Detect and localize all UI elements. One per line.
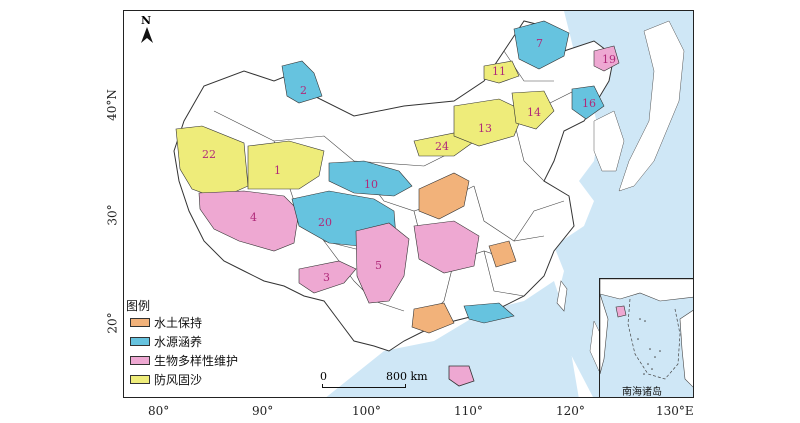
korea-land [593, 110, 625, 172]
label-4: 4 [250, 211, 257, 224]
north-arrow: N [139, 14, 155, 44]
label-22: 22 [202, 148, 216, 161]
label-10: 10 [364, 178, 378, 191]
taiwan-land [556, 280, 568, 312]
sea-south [326, 281, 579, 397]
inset-land-east [679, 309, 693, 388]
region-2 [281, 60, 323, 104]
region-soil-south [411, 302, 455, 334]
label-11: 11 [492, 65, 506, 78]
inset-label: 南海诸岛 [622, 387, 662, 398]
region-7 [513, 20, 570, 70]
region-16 [571, 85, 605, 120]
label-14: 14 [527, 106, 541, 119]
legend-label-water: 水源涵养 [154, 334, 203, 349]
lat-label-30: 30° [105, 204, 120, 226]
inset-land-north [600, 279, 693, 302]
legend-item-soil: 水土保持 [130, 314, 202, 330]
legend-swatch-wind [130, 374, 150, 384]
region-10 [328, 160, 413, 197]
lat-label-20: 20° [105, 312, 120, 334]
region-11 [483, 60, 520, 84]
region-5 [355, 222, 410, 304]
hainan-island [448, 365, 475, 387]
legend-item-water: 水源涵养 [130, 333, 202, 349]
legend-title: 图例 [126, 299, 151, 313]
label-19: 19 [602, 53, 616, 66]
lon-label-90: 90° [252, 404, 274, 418]
region-4 [198, 190, 300, 252]
scale-bar: 0 800 km [320, 370, 430, 390]
legend-swatch-soil [130, 317, 150, 327]
label-13: 13 [478, 122, 492, 135]
label-1: 1 [274, 164, 281, 177]
region-14 [511, 90, 555, 130]
region-3 [298, 260, 357, 294]
north-letter: N [141, 14, 152, 27]
inset-hainan [615, 305, 627, 318]
scale-zero: 0 [320, 370, 327, 383]
legend-label-wind: 防风固沙 [154, 372, 203, 387]
lat-label-40: 40°N [104, 89, 119, 121]
lon-label-120: 120° [556, 404, 585, 418]
region-19 [593, 45, 620, 72]
legend-item-wind: 防风固沙 [130, 371, 202, 387]
region-soil-east [488, 240, 517, 268]
label-2: 2 [300, 84, 307, 97]
label-5: 5 [375, 259, 382, 272]
region-soil-loess [418, 172, 470, 220]
inset-map: 南海诸岛 [599, 278, 694, 398]
inset-islands [637, 318, 661, 375]
region-1 [247, 140, 325, 190]
north-arrow-icon [141, 27, 153, 43]
lon-label-100: 100° [352, 404, 381, 418]
legend-swatch-water [130, 336, 150, 346]
lon-label-80: 80° [148, 404, 170, 418]
inset-dashed-boundary [627, 298, 681, 380]
scale-line [322, 384, 406, 388]
legend-label-bio: 生物多样性维护 [154, 353, 239, 368]
region-24 [413, 132, 473, 157]
legend: 图例 水土保持 水源涵养 生物多样性维护 防风固沙 [124, 293, 242, 393]
lon-label-130: 130°E [656, 404, 694, 418]
region-13 [453, 98, 525, 147]
label-16: 16 [582, 97, 596, 110]
label-24: 24 [435, 140, 449, 153]
inset-svg [600, 279, 693, 388]
legend-item-bio: 生物多样性维护 [130, 352, 238, 368]
scale-distance: 800 km [386, 370, 428, 383]
region-labels: 22 1 2 4 20 10 3 5 24 13 14 11 7 16 19 [202, 37, 616, 284]
inset-land-west [600, 293, 609, 375]
japan-land [618, 20, 685, 192]
label-20: 20 [318, 216, 332, 229]
label-3: 3 [323, 271, 330, 284]
lon-label-110: 110° [454, 404, 483, 418]
label-7: 7 [536, 37, 543, 50]
legend-swatch-bio [130, 355, 150, 365]
region-bio-central [413, 220, 480, 274]
legend-label-soil: 水土保持 [154, 315, 203, 330]
region-water-south [463, 302, 515, 324]
